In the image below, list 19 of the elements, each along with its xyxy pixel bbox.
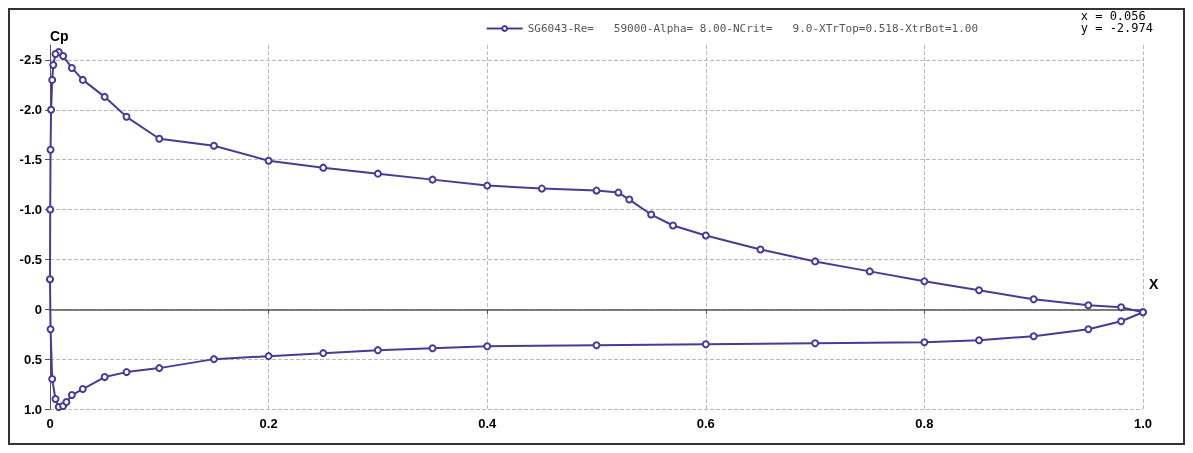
- y-tick-label: 0.5: [23, 351, 42, 367]
- x-axis-title: X: [1149, 276, 1159, 293]
- legend-label: SG6043-Re= 59000-Alpha= 8.00-NCrit= 9.0-XTrTop=0.518-XtrBot=1.00: [527, 22, 979, 35]
- y-tick-label: -2.0: [19, 102, 42, 118]
- text: x = 0.056: [1080, 9, 1147, 23]
- y-tick-label: 1.0: [23, 401, 42, 417]
- y-axis-title: Cp: [50, 28, 69, 44]
- x-tick-label: 0: [46, 416, 54, 431]
- text: y = -2.974: [1080, 21, 1153, 35]
- y-tick-label: -1.5: [19, 152, 42, 168]
- x-tick-label: 0.8: [915, 416, 934, 431]
- x-tick-label: 0.2: [259, 416, 278, 431]
- y-tick-label: -1.0: [19, 202, 42, 218]
- x-tick-label: 0.6: [696, 416, 715, 431]
- y-tick-label: -2.5: [19, 52, 42, 68]
- x-tick-label: 1.0: [1133, 416, 1153, 431]
- y-tick-label: 0: [34, 301, 42, 317]
- y-tick-label: -0.5: [19, 251, 42, 267]
- x-tick-label: 0.4: [478, 416, 497, 431]
